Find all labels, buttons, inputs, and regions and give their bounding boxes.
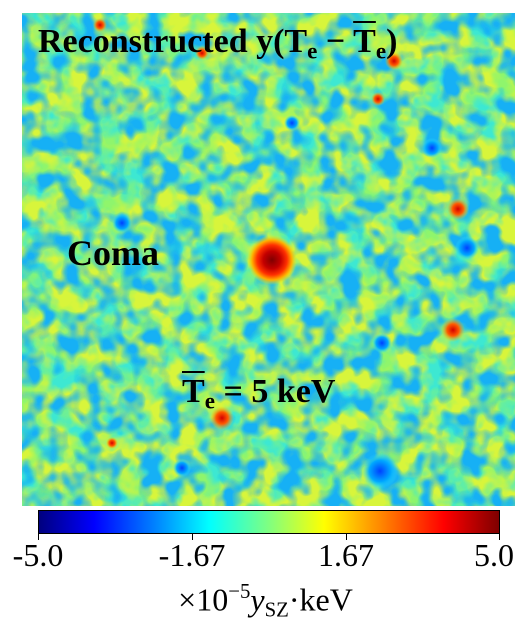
- cluster-label: Coma: [67, 233, 159, 273]
- temperature-label: Te = 5 keV: [182, 373, 336, 415]
- hot-spots: [93, 18, 469, 449]
- sz-map-panel: Reconstructed y(Te − Te) Coma Te = 5 keV: [22, 13, 515, 506]
- map-title: Reconstructed y(Te − Te): [38, 23, 398, 65]
- colorbar-tick: [192, 534, 193, 540]
- coma-cluster-signal: [247, 235, 297, 285]
- colorbar: [38, 510, 500, 534]
- colorbar-label: ×10−5ySZ·keV: [178, 580, 353, 622]
- colorbar-tick: [38, 534, 39, 540]
- sz-map-image: [22, 13, 515, 506]
- colorbar-tick-label: -5.0: [12, 537, 64, 573]
- cold-spots: [112, 115, 479, 489]
- colorbar-tick-label: -1.67: [158, 537, 226, 573]
- colorbar-tick: [346, 534, 347, 540]
- colorbar-tick: [499, 534, 500, 540]
- colorbar-tick-label: 1.67: [318, 537, 374, 573]
- colorbar-tick-label: 5.0: [474, 537, 514, 573]
